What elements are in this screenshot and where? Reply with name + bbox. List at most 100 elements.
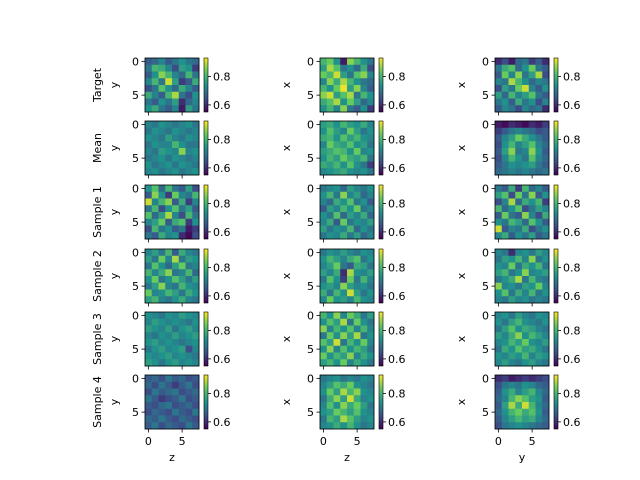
colorbar-tick-label: 0.8 xyxy=(563,261,581,274)
y-axis-label: y xyxy=(108,81,121,88)
heatmap-cell xyxy=(495,205,503,213)
heatmap-cell xyxy=(158,205,166,213)
heatmap-cell xyxy=(522,408,530,416)
heatmap-cell xyxy=(165,352,173,360)
heatmap-cell xyxy=(333,168,341,176)
y-tick-label: 0 xyxy=(307,55,314,68)
heatmap-cell xyxy=(360,388,368,396)
heatmap-cell xyxy=(542,212,550,220)
heatmap-cell xyxy=(320,339,328,347)
heatmap-cell xyxy=(508,185,516,193)
heatmap-cell xyxy=(333,388,341,396)
heatmap-cell xyxy=(522,212,530,220)
heatmap-cell xyxy=(353,269,361,277)
heatmap-cell xyxy=(158,218,166,226)
heatmap-cell xyxy=(508,191,516,199)
heatmap-cell xyxy=(340,105,348,113)
y-tick-label: 0 xyxy=(132,372,139,385)
heatmap-cell xyxy=(360,232,368,240)
heatmap-cell xyxy=(326,191,334,199)
heatmap-cell xyxy=(522,225,530,233)
heatmap-cell xyxy=(151,255,159,263)
heatmap-cell xyxy=(151,105,159,113)
heatmap-cell xyxy=(151,269,159,277)
heatmap-cell xyxy=(185,141,193,149)
colorbar-tick-label: 0.6 xyxy=(563,99,581,112)
heatmap-cell xyxy=(515,318,523,326)
colorbar xyxy=(553,374,559,430)
heatmap-cell xyxy=(185,127,193,135)
heatmap-cell xyxy=(495,402,503,410)
heatmap-cell xyxy=(145,161,153,169)
heatmap-cell xyxy=(495,269,503,277)
heatmap-cell xyxy=(145,205,153,213)
heatmap-cell xyxy=(145,168,153,176)
heatmap-cell xyxy=(522,64,530,72)
heatmap-cell xyxy=(367,359,375,367)
heatmap-cell xyxy=(340,249,348,257)
heatmap-cell xyxy=(145,185,153,193)
heatmap-cell xyxy=(145,296,153,304)
heatmap-cell xyxy=(158,249,166,257)
heatmap-cell xyxy=(501,318,509,326)
heatmap-cell xyxy=(508,395,516,403)
heatmap-cell xyxy=(508,148,516,156)
heatmap-cell xyxy=(145,105,153,113)
heatmap-cell xyxy=(367,225,375,233)
heatmap-cell xyxy=(333,98,341,106)
heatmap-cell xyxy=(178,381,186,389)
heatmap-cell xyxy=(165,154,173,162)
heatmap-cell xyxy=(340,262,348,270)
heatmap-cell xyxy=(172,276,180,284)
heatmap-cell xyxy=(178,269,186,277)
heatmap-cell xyxy=(326,212,334,220)
heatmap-cell xyxy=(347,312,355,320)
heatmap-cell xyxy=(495,352,503,360)
axes-frame xyxy=(319,248,375,304)
colorbar-tick-label: 0.8 xyxy=(388,133,406,146)
heatmap-cell xyxy=(347,255,355,263)
heatmap-cell xyxy=(535,422,543,430)
heatmap-cell xyxy=(192,422,200,430)
heatmap-cell xyxy=(172,388,180,396)
heatmap-cell xyxy=(360,359,368,367)
heatmap-cell xyxy=(151,395,159,403)
heatmap-cell xyxy=(320,198,328,206)
heatmap-cell xyxy=(192,154,200,162)
heatmap-cell xyxy=(192,91,200,99)
heatmap-cell xyxy=(522,71,530,79)
heatmap-cell xyxy=(185,282,193,290)
heatmap-cell xyxy=(528,148,536,156)
heatmap-cell xyxy=(165,121,173,129)
heatmap-cell xyxy=(495,359,503,367)
heatmap-cell xyxy=(320,168,328,176)
heatmap-cell xyxy=(522,422,530,430)
heatmap-cell xyxy=(542,276,550,284)
heatmap-cell xyxy=(192,148,200,156)
heatmap-cell xyxy=(320,332,328,340)
heatmap-cell xyxy=(326,352,334,360)
heatmap-cell xyxy=(367,262,375,270)
heatmap-cell xyxy=(158,255,166,263)
heatmap-cell xyxy=(178,91,186,99)
heatmap-cell xyxy=(347,352,355,360)
heatmap-cell xyxy=(192,276,200,284)
heatmap-cell xyxy=(326,98,334,106)
colorbar-tick-label: 0.8 xyxy=(213,70,231,83)
heatmap-cell xyxy=(495,395,503,403)
heatmap-cell xyxy=(340,78,348,86)
heatmap-cell xyxy=(192,408,200,416)
heatmap-cell xyxy=(353,64,361,72)
heatmap-cell xyxy=(508,98,516,106)
heatmap-cell xyxy=(367,91,375,99)
heatmap-cell xyxy=(508,255,516,263)
heatmap-cell xyxy=(151,198,159,206)
heatmap-cell xyxy=(178,148,186,156)
heatmap-cell xyxy=(535,312,543,320)
heatmap-cell xyxy=(320,422,328,430)
heatmap-cell xyxy=(367,127,375,135)
heatmap-cell xyxy=(501,148,509,156)
heatmap-cell xyxy=(172,191,180,199)
heatmap-cell xyxy=(165,312,173,320)
heatmap-cell xyxy=(528,262,536,270)
